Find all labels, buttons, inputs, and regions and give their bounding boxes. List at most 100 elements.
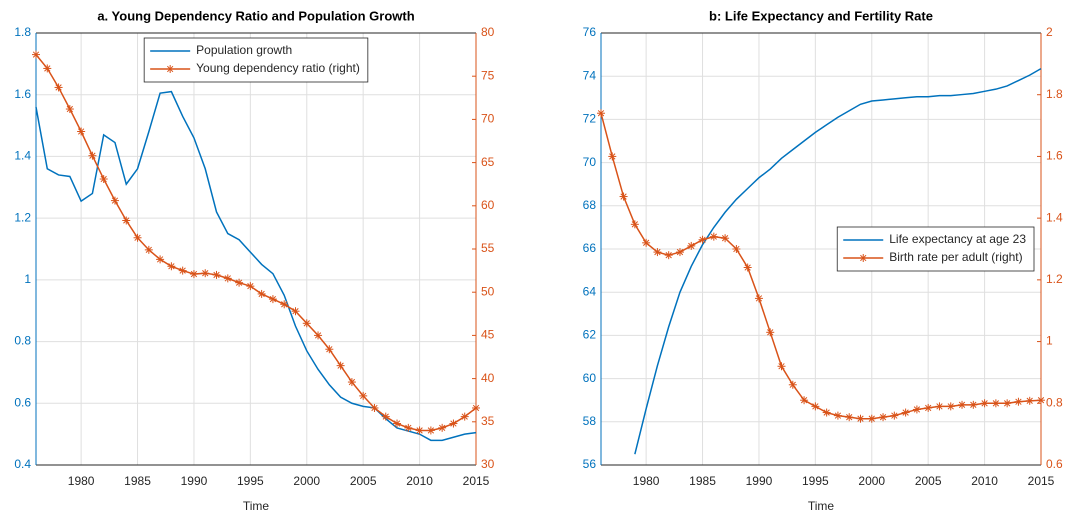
point-marker [777,362,786,371]
point-marker [788,380,797,389]
point-marker [133,233,142,242]
legend: Population growth Young dependency ratio … [143,37,369,83]
marker-stroke [789,381,796,388]
y2-tick-label: 65 [481,155,495,169]
x-tick-label: 2000 [858,474,885,488]
marker-stroke [778,363,785,370]
point-marker [1037,396,1045,405]
point-marker [314,331,323,340]
point-marker [426,426,435,435]
marker-stroke [439,424,446,432]
point-marker [687,241,696,250]
point-marker [201,269,210,278]
point-marker [460,412,469,421]
y-tick-label: 62 [583,328,597,342]
marker-stroke [89,152,96,159]
marker-stroke [168,263,175,270]
x-tick-label: 2005 [350,474,377,488]
x-tick-label: 2000 [293,474,320,488]
x-tick-label: 1980 [633,474,660,488]
point-marker [178,266,187,275]
marker-stroke [382,413,389,420]
point-marker [879,413,888,422]
x-tick-label: 1985 [124,474,151,488]
y-tick-label: 0.6 [14,395,31,409]
point-marker [766,328,775,337]
x-tick-label: 1980 [68,474,95,488]
point-marker [280,300,289,309]
point-marker [77,127,86,136]
legend-label: Life expectancy at age 23 [889,232,1026,246]
y2-tick-label: 50 [481,284,495,298]
y2-tick-label: 80 [481,25,495,39]
point-marker [597,109,605,118]
marker-stroke [860,254,867,262]
marker-stroke [190,270,198,278]
marker-stroke [371,404,378,412]
point-marker [980,399,989,408]
point-marker [653,248,662,257]
point-marker [291,307,300,316]
point-marker [336,361,345,370]
marker-stroke [32,51,40,58]
point-marker [664,251,673,260]
series-line [35,90,477,442]
marker-stroke [642,239,650,246]
point-marker [856,414,865,423]
y-tick-label: 1.6 [14,87,31,101]
marker-stroke [269,295,277,303]
marker-stroke [936,403,943,410]
y-tick-label: 1.4 [14,149,31,163]
point-marker [32,50,40,59]
point-marker [709,232,718,241]
y-tick-label: 72 [583,112,597,126]
marker-stroke [755,295,763,302]
y-tick-label: 76 [583,25,597,39]
x-tick-label: 2010 [971,474,998,488]
point-marker [867,414,876,423]
point-marker [608,152,617,161]
marker-stroke [134,234,141,241]
point-marker [732,245,741,253]
y-tick-label: 1 [24,272,31,286]
x-axis-label: Time [808,499,835,513]
point-marker [890,411,899,420]
marker-stroke [337,362,344,369]
marker-stroke [55,84,62,91]
marker-stroke [416,427,423,434]
marker-stroke [472,404,480,412]
y2-tick-label: 1.6 [1046,149,1063,163]
x-tick-label: 2015 [1028,474,1055,488]
marker-stroke [66,105,73,113]
point-marker [257,289,266,298]
point-marker [743,263,752,272]
marker-stroke [303,320,310,327]
y2-tick-label: 30 [481,457,495,471]
marker-stroke [348,378,356,386]
series-line [35,54,477,432]
point-marker [43,64,52,73]
point-marker [946,402,955,411]
point-marker [1003,399,1012,408]
y-tick-label: 0.8 [14,334,31,348]
marker-stroke [891,412,898,419]
y-tick-label: 74 [583,68,597,82]
point-marker [212,270,221,279]
y2-tick-label: 55 [481,241,495,255]
point-marker [393,419,402,428]
legend-box [836,226,1035,272]
marker-stroke [427,427,435,434]
y2-tick-label: 0.8 [1046,395,1063,409]
point-marker [642,238,651,247]
y-tick-label: 1.2 [14,210,31,224]
marker-stroke [597,110,605,117]
chart-title: b: Life Expectancy and Fertility Rate [709,8,933,23]
x-tick-label: 2010 [406,474,433,488]
point-marker [167,262,176,271]
legend-label: Birth rate per adult (right) [889,250,1022,264]
y-tick-label: 56 [583,457,597,471]
point-marker [189,270,198,279]
point-marker [1014,397,1023,406]
x-tick-label: 2015 [463,474,490,488]
point-marker [991,399,1000,408]
